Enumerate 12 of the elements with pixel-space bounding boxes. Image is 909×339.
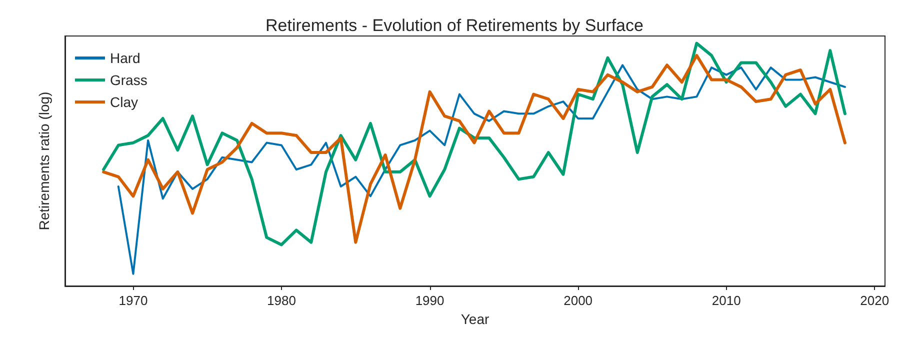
chart-title: Retirements - Evolution of Retirements by Surface xyxy=(266,16,644,35)
x-tick-label: 1980 xyxy=(267,293,296,308)
x-tick-label: 2020 xyxy=(860,293,890,308)
x-tick-label: 2010 xyxy=(712,293,741,308)
x-tick-label: 1990 xyxy=(415,293,444,308)
x-tick-label: 2000 xyxy=(564,293,593,308)
y-axis-title: Retirements ratio (log) xyxy=(36,92,52,230)
x-tick-label: 1970 xyxy=(118,293,148,308)
legend-label: Clay xyxy=(110,94,138,110)
x-axis-title: Year xyxy=(460,311,490,327)
legend-label: Grass xyxy=(110,72,148,88)
legend-label: Hard xyxy=(110,50,140,66)
